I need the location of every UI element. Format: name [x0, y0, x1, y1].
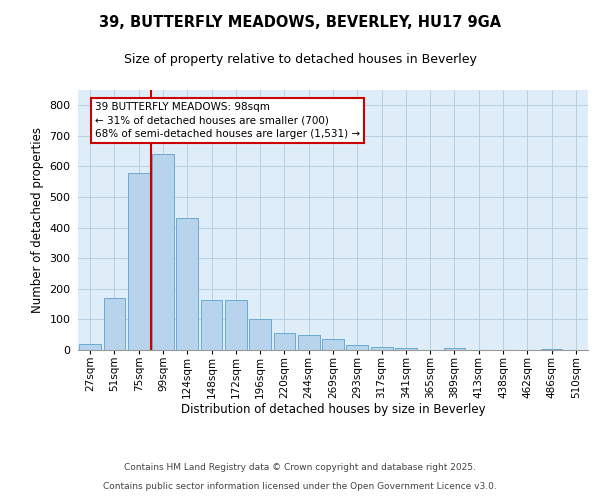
Bar [152, 154, 174, 350]
Bar [79, 344, 101, 350]
Bar [104, 298, 125, 350]
Bar [322, 340, 344, 350]
Bar [200, 300, 223, 350]
Bar [225, 300, 247, 350]
Y-axis label: Number of detached properties: Number of detached properties [31, 127, 44, 313]
Bar [249, 320, 271, 350]
Bar [346, 346, 368, 350]
Bar [274, 333, 295, 350]
Bar [176, 218, 198, 350]
Text: Contains HM Land Registry data © Crown copyright and database right 2025.: Contains HM Land Registry data © Crown c… [124, 464, 476, 472]
Text: Size of property relative to detached houses in Beverley: Size of property relative to detached ho… [124, 52, 476, 66]
Text: Contains public sector information licensed under the Open Government Licence v3: Contains public sector information licen… [103, 482, 497, 491]
Text: 39 BUTTERFLY MEADOWS: 98sqm
← 31% of detached houses are smaller (700)
68% of se: 39 BUTTERFLY MEADOWS: 98sqm ← 31% of det… [95, 102, 360, 139]
Bar [128, 172, 149, 350]
Bar [298, 334, 320, 350]
Bar [371, 347, 392, 350]
Bar [443, 348, 466, 350]
Bar [395, 348, 417, 350]
Text: 39, BUTTERFLY MEADOWS, BEVERLEY, HU17 9GA: 39, BUTTERFLY MEADOWS, BEVERLEY, HU17 9G… [99, 15, 501, 30]
X-axis label: Distribution of detached houses by size in Beverley: Distribution of detached houses by size … [181, 403, 485, 416]
